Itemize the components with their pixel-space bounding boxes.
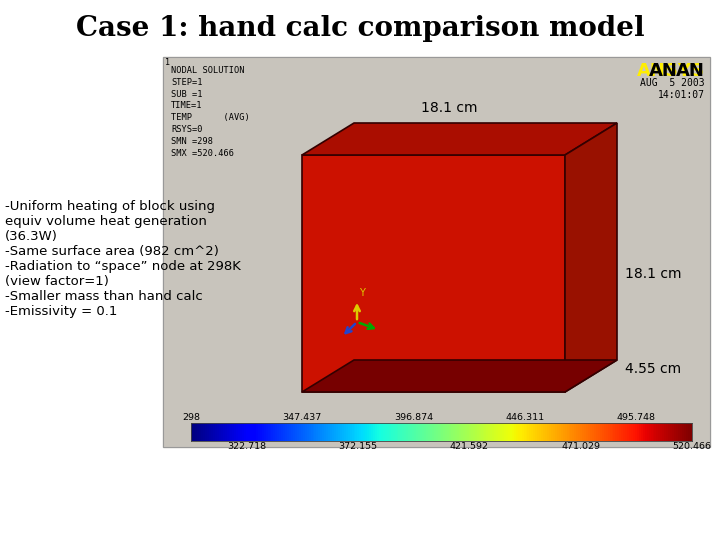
Text: 322.718: 322.718 [227,442,266,451]
Bar [163,57,710,447]
Text: ANSYS: ANSYS [637,62,705,80]
Text: 396.874: 396.874 [394,413,433,422]
Text: Case 1: hand calc comparison model: Case 1: hand calc comparison model [76,15,644,42]
Text: Y: Y [359,288,365,298]
Text: 471.029: 471.029 [561,442,600,451]
Text: 18.1 cm: 18.1 cm [625,267,682,280]
Polygon shape [302,360,617,392]
Text: 495.748: 495.748 [617,413,656,422]
Text: 372.155: 372.155 [338,442,377,451]
Polygon shape [302,155,565,392]
Text: AN: AN [676,62,705,80]
Text: 520.466: 520.466 [672,442,711,451]
Text: 1: 1 [165,58,170,67]
Polygon shape [565,123,617,392]
Text: AUG  5 2003
14:01:07: AUG 5 2003 14:01:07 [640,78,705,99]
Bar [163,57,710,447]
Text: 421.592: 421.592 [450,442,489,451]
Text: 446.311: 446.311 [505,413,544,422]
Text: 4.55 cm: 4.55 cm [625,362,681,376]
Text: -Uniform heating of block using
equiv volume heat generation
(36.3W)
-Same surfa: -Uniform heating of block using equiv vo… [5,200,241,318]
Text: NODAL SOLUTION
STEP=1
SUB =1
TIME=1
TEMP      (AVG)
RSYS=0
SMN =298
SMX =520.466: NODAL SOLUTION STEP=1 SUB =1 TIME=1 TEMP… [171,66,250,158]
Text: 18.1 cm: 18.1 cm [421,101,477,115]
Polygon shape [302,123,617,155]
Text: 347.437: 347.437 [283,413,322,422]
Text: 298: 298 [182,413,200,422]
Text: AN: AN [649,62,678,80]
